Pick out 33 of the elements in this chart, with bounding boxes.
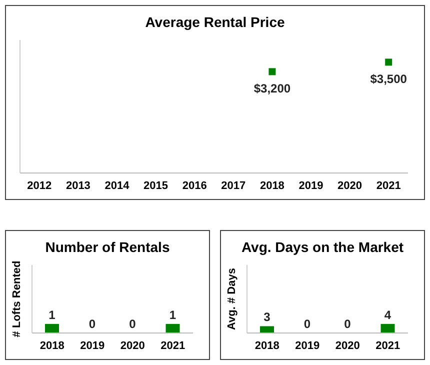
x-tick-label: 2013 (66, 180, 90, 192)
x-tick-label: 2020 (120, 340, 145, 352)
data-label: 4 (384, 308, 392, 322)
y-axis-title: Avg. # Days (226, 268, 238, 330)
chart-title: Average Rental Price (144, 14, 286, 30)
x-tick-label: 2012 (27, 180, 52, 192)
x-tick-label: 2018 (260, 180, 284, 192)
data-label: 3 (264, 310, 271, 324)
chart-title: Avg. Days on the Market (240, 239, 405, 255)
x-tick-label: 2015 (144, 180, 168, 192)
x-tick-label: 2019 (295, 340, 320, 352)
data-label: $3,500 (370, 72, 408, 86)
chart-title: Number of Rentals (44, 239, 171, 255)
x-tick-label: 2021 (160, 340, 186, 352)
data-label: 0 (129, 316, 136, 331)
x-tick-label: 2020 (338, 180, 362, 192)
data-label: 0 (344, 316, 352, 331)
x-tick-label: 2019 (80, 340, 105, 352)
x-tick-label: 2016 (182, 180, 207, 192)
x-tick-label: 2018 (40, 340, 64, 352)
x-tick-label: 2021 (376, 340, 400, 352)
x-tick-label: 2018 (254, 340, 280, 352)
x-tick-label: 2019 (298, 180, 324, 192)
data-label: 1 (169, 308, 176, 322)
data-label: $3,200 (254, 82, 291, 96)
y-axis-title: # Lofts Rented (10, 260, 23, 338)
x-tick-label: 2020 (335, 340, 360, 352)
x-tick-label: 2021 (376, 180, 401, 192)
x-tick-label: 2017 (221, 180, 246, 192)
data-label: 0 (304, 316, 311, 331)
data-label: 1 (48, 308, 56, 322)
x-tick-label: 2014 (104, 180, 130, 192)
data-label: 0 (88, 316, 96, 331)
